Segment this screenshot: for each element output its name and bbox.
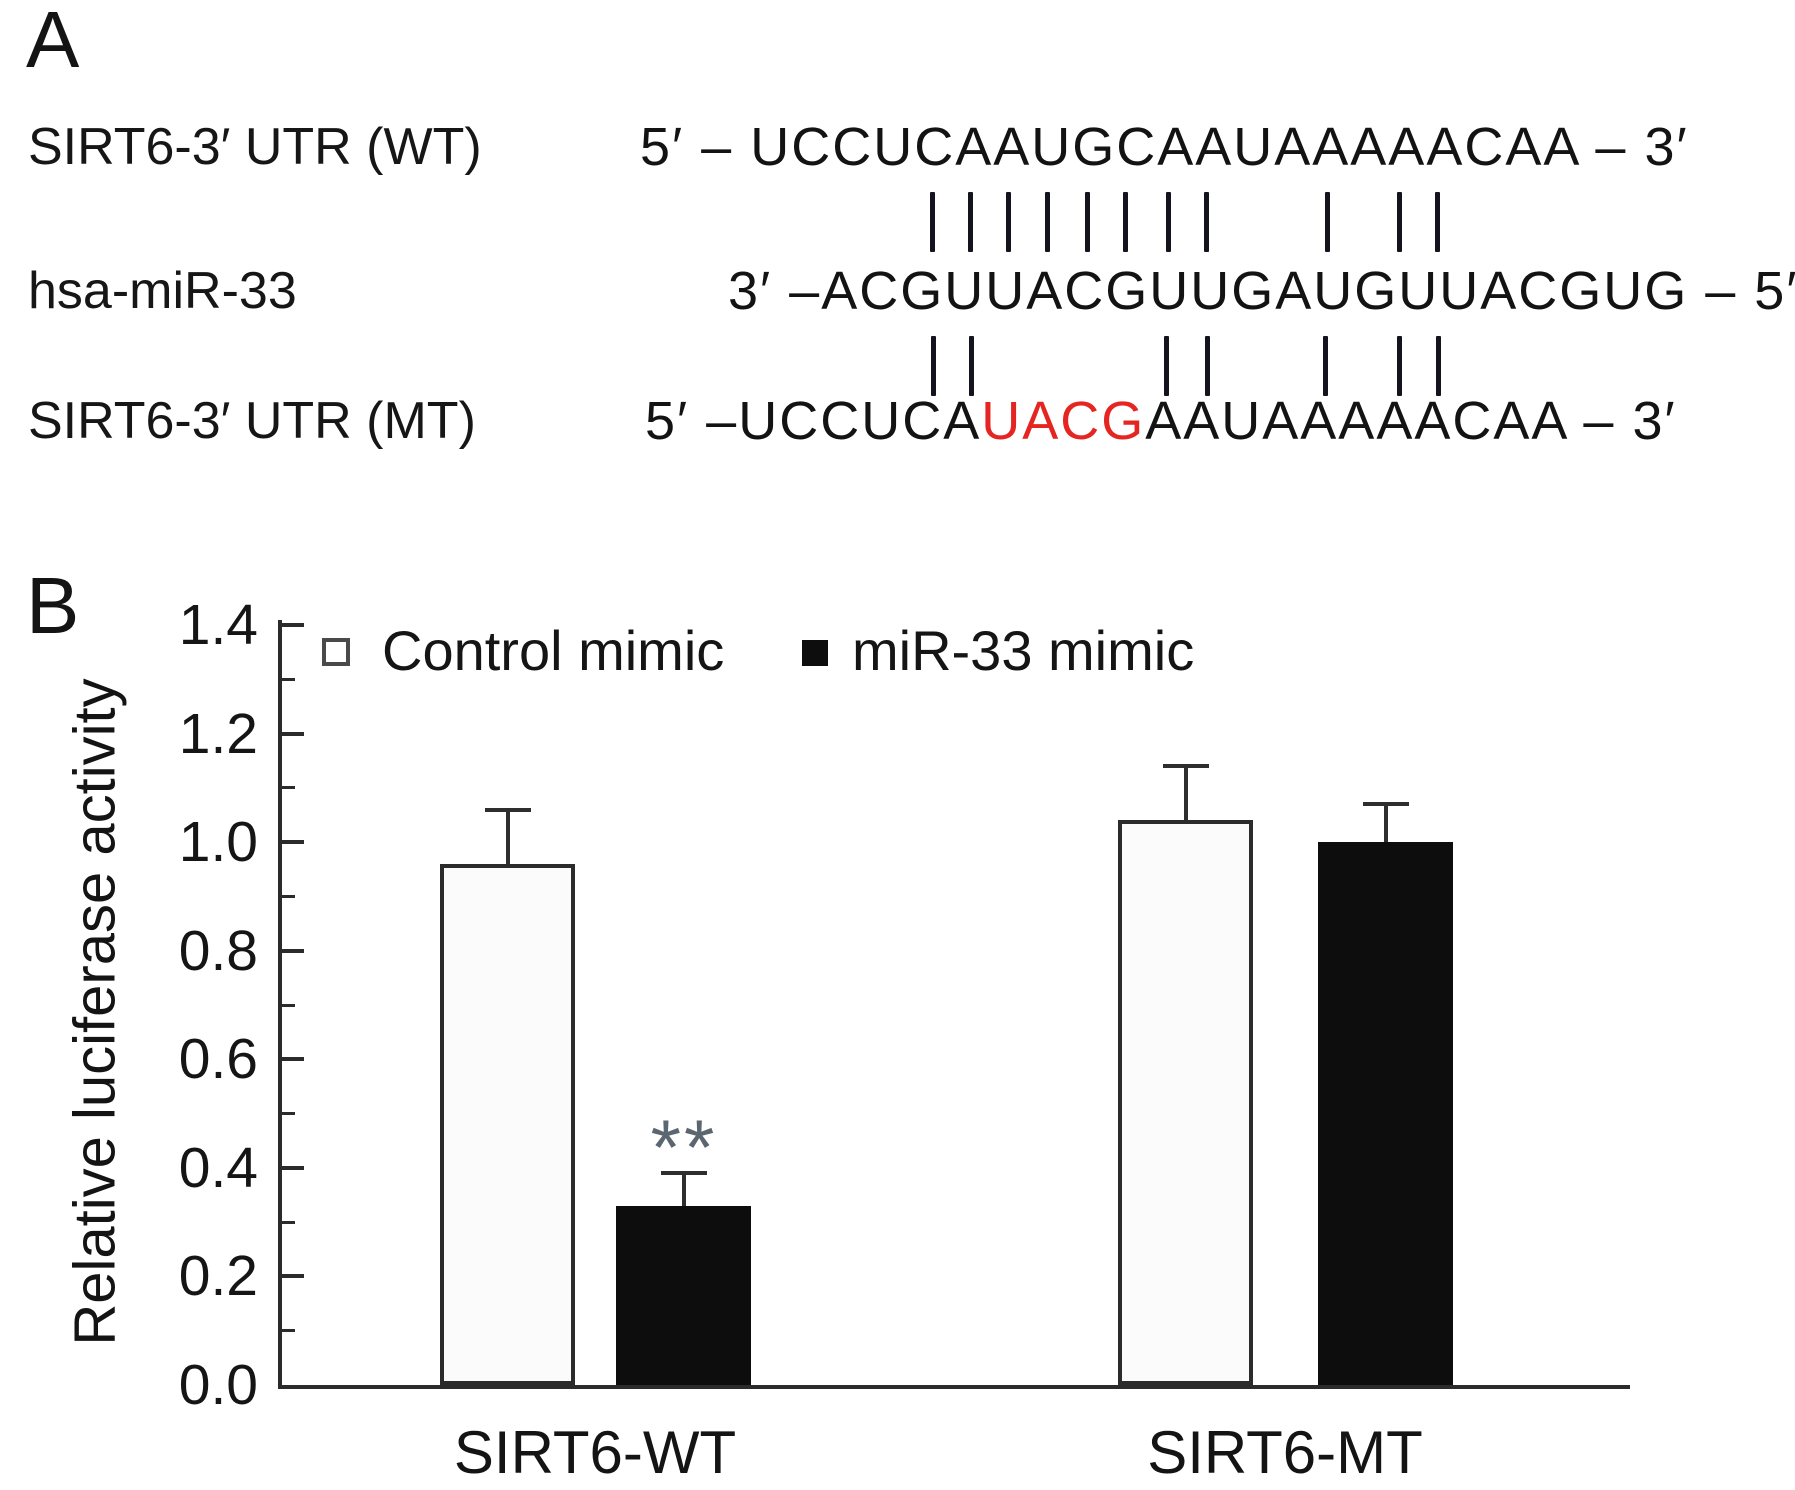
y-tick-label: 1.4: [178, 593, 258, 657]
wt-row-label: SIRT6-3′ UTR (WT): [28, 118, 482, 176]
y-tick-label: 0.6: [178, 1027, 258, 1092]
y-minor-tick: [282, 1220, 295, 1224]
mt-sequence: 5′ –UCCUCAUACGAAUAAAAACAA – 3′: [645, 390, 1677, 452]
pairing-tick: [931, 336, 936, 396]
panel-b-label: B: [26, 561, 80, 650]
y-major-tick: [282, 1274, 304, 1279]
mt-seq-prefix: 5′ –: [645, 391, 739, 451]
error-bar-cap: [1162, 764, 1209, 769]
error-bar-cap: [660, 1171, 707, 1176]
pairing-tick: [1166, 192, 1171, 252]
y-tick-label: 0.0: [178, 1353, 258, 1417]
y-tick-label: 1.2: [178, 701, 258, 766]
mt-seq-suffix: – 3′: [1566, 391, 1677, 451]
wt-seq-prefix: 5′ –: [640, 117, 751, 177]
pairing-tick: [1205, 336, 1210, 396]
pairing-tick: [1397, 192, 1402, 252]
mir-sequence: 3′ –ACGUUACGUUGAUGUUACGUG – 5′: [728, 260, 1795, 322]
bar-sirt6-mt-control: [1118, 820, 1253, 1385]
y-minor-tick: [282, 1112, 295, 1116]
significance-asterisks: **: [650, 1103, 718, 1191]
legend-open-square-icon: [322, 638, 350, 666]
y-tick-label: 0.2: [178, 1244, 258, 1309]
y-minor-tick: [282, 1329, 295, 1333]
pairing-tick: [1164, 336, 1169, 396]
y-major-tick: [282, 623, 304, 627]
y-minor-tick: [282, 1003, 295, 1007]
mt-row-label: SIRT6-3′ UTR (MT): [28, 392, 476, 450]
wt-sequence: 5′ – UCCUCAAUGCAAUAAAAACAA – 3′: [640, 116, 1689, 178]
pairing-tick: [1123, 192, 1128, 252]
pairing-tick: [1436, 336, 1441, 396]
bar-sirt6-mt-mir33: [1318, 842, 1453, 1385]
legend-label-mir33-mimic: miR-33 mimic: [852, 619, 1195, 682]
bar-sirt6-wt-mir33: [616, 1205, 751, 1385]
y-major-tick: [282, 1057, 304, 1062]
y-major-tick: [282, 948, 304, 953]
mir-seq-suffix: – 5′: [1688, 261, 1795, 321]
x-axis-line: [278, 1385, 1630, 1389]
y-major-tick: [282, 840, 304, 845]
panel-a-label: A: [26, 0, 80, 84]
mt-seq-mutated-bases: UACG: [981, 391, 1146, 451]
error-bar-cap: [1362, 802, 1409, 807]
y-tick-label: 0.4: [178, 1135, 258, 1200]
y-axis-line: [278, 620, 282, 1389]
legend-label-control-mimic: Control mimic: [382, 619, 725, 682]
x-category-label-sirt6-mt: SIRT6-MT: [1147, 1419, 1423, 1486]
wt-seq-suffix: – 3′: [1578, 117, 1689, 177]
y-major-tick: [282, 731, 304, 736]
error-bar-stem: [1383, 804, 1388, 843]
y-minor-tick: [282, 894, 295, 898]
pairing-tick: [1325, 192, 1330, 252]
error-bar-cap: [484, 807, 531, 812]
pairing-tick: [1204, 192, 1209, 252]
error-bar-stem: [1183, 766, 1188, 821]
x-category-label-sirt6-wt: SIRT6-WT: [453, 1419, 737, 1486]
mir-seq-prefix: 3′ –: [728, 261, 822, 321]
y-tick-label: 0.8: [178, 918, 258, 983]
y-minor-tick: [282, 786, 295, 790]
mt-seq-bases-end: AAUAAAAACAA: [1145, 391, 1567, 451]
pairing-tick: [1045, 192, 1050, 252]
y-tick-label: 1.0: [178, 810, 258, 875]
pairing-tick: [1085, 192, 1090, 252]
pairing-tick: [1006, 192, 1011, 252]
pairing-tick: [1323, 336, 1328, 396]
bar-sirt6-wt-control: [440, 863, 575, 1385]
pairing-tick: [969, 336, 974, 396]
pairing-tick: [930, 192, 935, 252]
mt-seq-bases-start: UCCUCA: [738, 391, 982, 451]
wt-seq-bases: UCCUCAAUGCAAUAAAAACAA: [750, 117, 1579, 177]
pairing-tick: [1397, 336, 1402, 396]
pairing-tick: [968, 192, 973, 252]
legend-filled-square-icon: [802, 640, 828, 666]
pairing-tick: [1435, 192, 1440, 252]
y-minor-tick: [282, 677, 295, 681]
mir-row-label: hsa-miR-33: [28, 262, 297, 320]
y-major-tick: [282, 1165, 304, 1170]
error-bar-stem: [505, 809, 510, 864]
error-bar-stem: [681, 1173, 686, 1206]
mir-seq-bases: ACGUUACGUUGAUGUUACGUG: [821, 261, 1689, 321]
